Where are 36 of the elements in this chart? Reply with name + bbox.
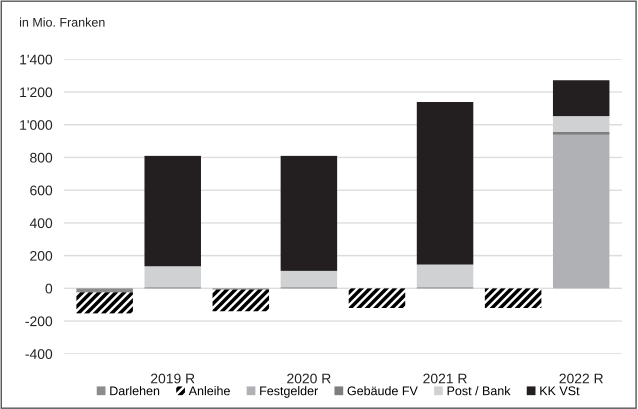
- y-tick-label: 1'400: [20, 54, 52, 64]
- legend-label: Darlehen: [110, 386, 160, 396]
- y-tick-label: 600: [30, 186, 52, 196]
- legend-label: Anleihe: [188, 386, 230, 396]
- bar: [144, 266, 201, 288]
- bar: [280, 270, 338, 288]
- bar: [552, 134, 610, 288]
- bar: [76, 292, 133, 314]
- bar: [416, 264, 474, 288]
- bar: [552, 80, 610, 116]
- legend-label: KK VSt: [540, 386, 580, 396]
- legend-label: Gebäude FV: [348, 386, 418, 396]
- bar: [144, 156, 201, 266]
- y-axis-title: in Mio. Franken: [20, 18, 104, 27]
- y-tick-label: -400: [26, 349, 52, 359]
- x-tick-label: 2019 R: [151, 374, 194, 384]
- y-tick-label: 1'000: [20, 120, 52, 130]
- bar: [76, 288, 133, 292]
- bar: [484, 288, 542, 308]
- y-tick-label: 200: [30, 250, 52, 261]
- y-tick-label: 800: [30, 152, 52, 163]
- bar: [212, 290, 270, 312]
- x-tick-label: 2022 R: [560, 374, 603, 384]
- legend-label: Festgelder: [260, 386, 318, 398]
- legend-label: Post / Bank: [448, 386, 511, 396]
- x-tick-label: 2021 R: [423, 374, 467, 384]
- bar: [552, 132, 610, 135]
- x-tick-label: 2020 R: [287, 374, 331, 384]
- bar: [552, 116, 610, 132]
- y-tick-label: -200: [26, 316, 52, 326]
- y-tick-label: 400: [30, 218, 52, 228]
- bar: [416, 102, 474, 264]
- bar: [280, 156, 338, 271]
- bar: [348, 288, 406, 308]
- y-tick-label: 0: [46, 284, 52, 294]
- y-tick-label: 1'200: [20, 87, 52, 98]
